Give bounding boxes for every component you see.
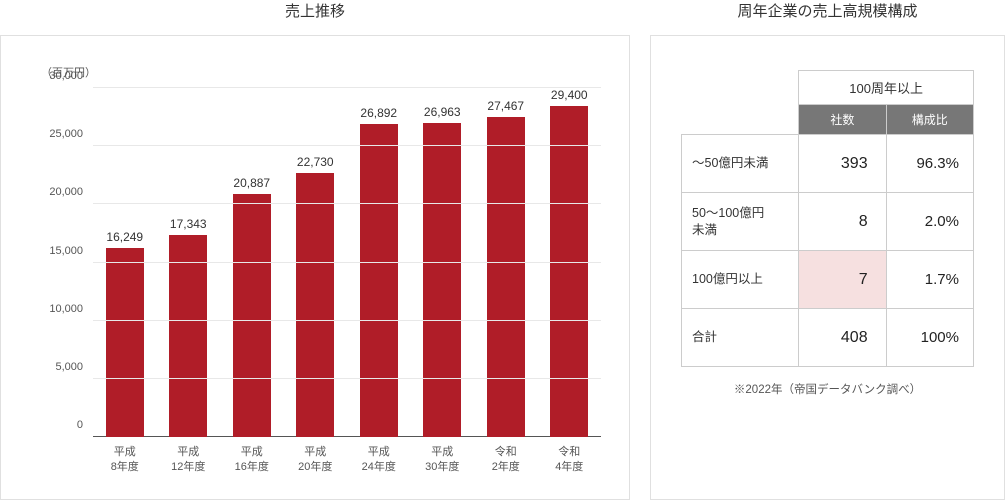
table-row: 100億円以上71.7% xyxy=(682,251,974,309)
bar-rect xyxy=(233,194,271,437)
table-body: ～50億円未満39396.3%50～100億円未満82.0%100億円以上71.… xyxy=(682,135,974,367)
x-tick-label: 平成16年度 xyxy=(217,445,287,475)
sales-trend-title: 売上推移 xyxy=(0,0,630,21)
row-count: 408 xyxy=(799,309,886,367)
row-count: 7 xyxy=(799,251,886,309)
bar-slot: 16,249平成8年度 xyxy=(95,88,155,437)
table-wrap: 100周年以上 社数 構成比 ～50億円未満39396.3%50～100億円未満… xyxy=(651,36,1004,417)
table-header-count: 社数 xyxy=(799,105,886,135)
bar-slot: 22,730平成20年度 xyxy=(285,88,345,437)
table-header-group: 100周年以上 xyxy=(799,71,974,105)
bar-slot: 17,343平成12年度 xyxy=(158,88,218,437)
bar-slot: 20,887平成16年度 xyxy=(222,88,282,437)
bar-value-label: 20,887 xyxy=(233,176,270,190)
row-ratio: 1.7% xyxy=(886,251,973,309)
bar-value-label: 22,730 xyxy=(297,155,334,169)
bar-value-label: 27,467 xyxy=(487,99,524,113)
row-label: 100億円以上 xyxy=(682,251,799,309)
bar-value-label: 16,249 xyxy=(106,230,143,244)
sales-trend-body: （百万円） 16,249平成8年度17,343平成12年度20,887平成16年… xyxy=(0,35,630,500)
bar-value-label: 26,892 xyxy=(360,106,397,120)
row-ratio: 2.0% xyxy=(886,193,973,251)
table-row: 合計408100% xyxy=(682,309,974,367)
x-tick-label: 令和2年度 xyxy=(471,445,541,475)
y-tick-label: 20,000 xyxy=(49,186,93,198)
bar-slot: 27,467令和2年度 xyxy=(476,88,536,437)
bar-rect xyxy=(169,235,207,437)
bar-value-label: 29,400 xyxy=(551,88,588,102)
bar-rect xyxy=(487,117,525,437)
bar-slot: 26,892平成24年度 xyxy=(349,88,409,437)
y-tick-label: 25,000 xyxy=(49,128,93,140)
x-tick-label: 平成20年度 xyxy=(280,445,350,475)
gridline xyxy=(93,262,601,263)
company-size-title: 周年企業の売上高規模構成 xyxy=(650,0,1005,21)
bars-container: 16,249平成8年度17,343平成12年度20,887平成16年度22,73… xyxy=(93,88,601,437)
x-tick-label: 平成30年度 xyxy=(407,445,477,475)
table-row: 50～100億円未満82.0% xyxy=(682,193,974,251)
row-label: ～50億円未満 xyxy=(682,135,799,193)
bar-slot: 26,963平成30年度 xyxy=(412,88,472,437)
table-row: ～50億円未満39396.3% xyxy=(682,135,974,193)
sales-trend-chart: （百万円） 16,249平成8年度17,343平成12年度20,887平成16年… xyxy=(1,36,629,499)
bar-slot: 29,400令和4年度 xyxy=(539,88,599,437)
bar-value-label: 17,343 xyxy=(170,217,207,231)
bar-rect xyxy=(106,248,144,437)
bar-rect xyxy=(296,173,334,437)
gridline xyxy=(93,145,601,146)
table-corner-blank xyxy=(682,71,799,135)
row-ratio: 96.3% xyxy=(886,135,973,193)
sales-trend-panel: 売上推移 （百万円） 16,249平成8年度17,343平成12年度20,887… xyxy=(0,0,630,500)
bar-rect xyxy=(423,123,461,437)
row-count: 393 xyxy=(799,135,886,193)
row-label: 合計 xyxy=(682,309,799,367)
bar-rect xyxy=(360,124,398,437)
y-tick-label: 0 xyxy=(77,419,93,431)
x-tick-label: 令和4年度 xyxy=(534,445,604,475)
company-size-body: 100周年以上 社数 構成比 ～50億円未満39396.3%50～100億円未満… xyxy=(650,35,1005,500)
gridline xyxy=(93,87,601,88)
row-count: 8 xyxy=(799,193,886,251)
gridline xyxy=(93,203,601,204)
y-tick-label: 5,000 xyxy=(55,361,93,373)
table-footnote: ※2022年（帝国データバンク調べ） xyxy=(681,381,974,397)
gridline xyxy=(93,378,601,379)
y-tick-label: 10,000 xyxy=(49,303,93,315)
y-tick-label: 15,000 xyxy=(49,245,93,257)
bar-value-label: 26,963 xyxy=(424,105,461,119)
company-size-table: 100周年以上 社数 構成比 ～50億円未満39396.3%50～100億円未満… xyxy=(681,70,974,367)
x-tick-label: 平成8年度 xyxy=(90,445,160,475)
x-tick-label: 平成12年度 xyxy=(153,445,223,475)
table-header-ratio: 構成比 xyxy=(886,105,973,135)
row-label: 50～100億円未満 xyxy=(682,193,799,251)
x-tick-label: 平成24年度 xyxy=(344,445,414,475)
company-size-panel: 周年企業の売上高規模構成 100周年以上 社数 構成比 ～50億円未満39396… xyxy=(650,0,1005,500)
bar-rect xyxy=(550,106,588,437)
chart-plot-area: 16,249平成8年度17,343平成12年度20,887平成16年度22,73… xyxy=(93,88,601,437)
gridline xyxy=(93,320,601,321)
row-ratio: 100% xyxy=(886,309,973,367)
y-tick-label: 30,000 xyxy=(49,70,93,82)
